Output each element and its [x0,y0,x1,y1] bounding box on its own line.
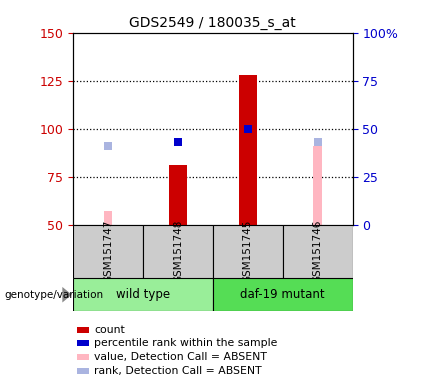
Text: count: count [94,325,125,335]
Text: GSM151747: GSM151747 [103,220,113,283]
Text: wild type: wild type [116,288,170,301]
Polygon shape [62,287,72,303]
Bar [169,165,187,225]
Bar [77,327,89,333]
Bar [239,75,257,225]
Bar [313,146,322,225]
Bar [283,225,353,278]
Bar [73,225,143,278]
Bar [104,211,112,225]
Text: GSM151745: GSM151745 [243,220,253,283]
Text: percentile rank within the sample: percentile rank within the sample [94,338,278,348]
Bar [77,340,89,346]
Title: GDS2549 / 180035_s_at: GDS2549 / 180035_s_at [129,16,296,30]
Text: genotype/variation: genotype/variation [4,290,104,300]
Bar [77,354,89,360]
Bar [213,225,283,278]
Text: daf-19 mutant: daf-19 mutant [240,288,325,301]
Bar [213,278,353,311]
Text: value, Detection Call = ABSENT: value, Detection Call = ABSENT [94,352,267,362]
Bar [73,278,213,311]
Bar [77,368,89,374]
Text: rank, Detection Call = ABSENT: rank, Detection Call = ABSENT [94,366,262,376]
Text: GSM151748: GSM151748 [173,220,183,283]
Text: GSM151746: GSM151746 [313,220,322,283]
Bar [143,225,213,278]
